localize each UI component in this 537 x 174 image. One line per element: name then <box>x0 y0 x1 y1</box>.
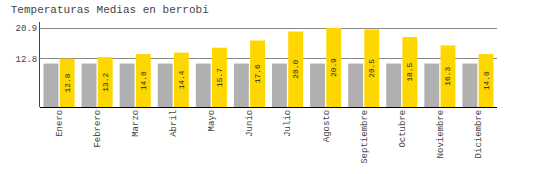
svg-text:Septiembre: Septiembre <box>360 110 370 164</box>
svg-text:Febrero: Febrero <box>93 110 103 148</box>
svg-text:18.5: 18.5 <box>405 62 414 81</box>
svg-text:12.8: 12.8 <box>16 55 38 65</box>
svg-text:Enero: Enero <box>55 110 65 137</box>
svg-text:Diciembre: Diciembre <box>474 110 484 159</box>
svg-text:17.6: 17.6 <box>253 64 262 83</box>
svg-text:Julio: Julio <box>283 110 293 137</box>
svg-text:14.4: 14.4 <box>177 70 186 89</box>
svg-text:Octubre: Octubre <box>398 110 408 148</box>
svg-text:Abril: Abril <box>169 110 179 137</box>
svg-text:Marzo: Marzo <box>131 110 141 137</box>
svg-text:Mayo: Mayo <box>207 110 217 132</box>
svg-text:16.3: 16.3 <box>443 67 452 86</box>
svg-text:20.9: 20.9 <box>16 24 38 34</box>
svg-text:20.5: 20.5 <box>367 59 376 78</box>
svg-text:15.7: 15.7 <box>215 68 224 87</box>
svg-text:14.0: 14.0 <box>139 71 148 90</box>
svg-text:Temperaturas Medias en berrobi: Temperaturas Medias en berrobi <box>11 4 209 16</box>
svg-text:Junio: Junio <box>245 110 255 137</box>
svg-text:14.0: 14.0 <box>482 71 491 90</box>
svg-text:Agosto: Agosto <box>322 110 332 142</box>
svg-text:20.0: 20.0 <box>291 60 300 79</box>
svg-text:Noviembre: Noviembre <box>436 110 446 159</box>
svg-text:20.9: 20.9 <box>329 58 338 77</box>
svg-text:12.8: 12.8 <box>63 73 72 92</box>
svg-text:13.2: 13.2 <box>101 72 110 91</box>
